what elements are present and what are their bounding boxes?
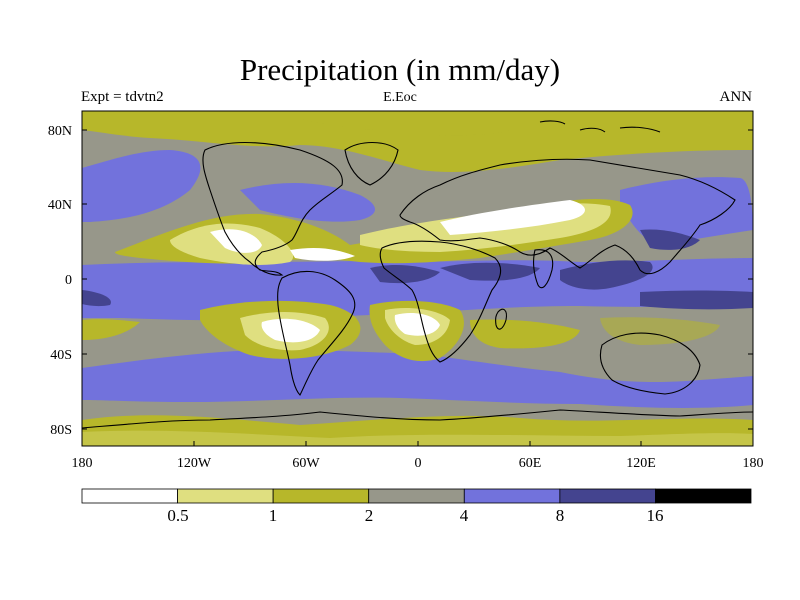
northwest-pacific-wet: [620, 177, 753, 245]
colorbar-level-label: 2: [365, 506, 374, 525]
eurasia-outline: [399, 158, 736, 275]
sahara-desert-core: [440, 200, 585, 235]
latitude-labels: 80N 40N 0 40S 80S: [48, 124, 72, 438]
colorbar-swatch: [655, 488, 752, 504]
south-atlantic-driest: [394, 313, 440, 336]
south-polar-dry-band: [82, 415, 753, 446]
colorbar-swatch: [272, 488, 370, 504]
lon-label: 120W: [177, 456, 212, 471]
lat-label: 80S: [50, 423, 72, 438]
colorbar-swatch: [463, 488, 561, 504]
lon-label: 180: [72, 456, 93, 471]
colorbar-swatch: [368, 488, 465, 504]
coastlines: [82, 120, 753, 429]
lon-label: 120E: [626, 456, 656, 471]
lat-label: 40S: [50, 348, 72, 363]
arctic-island-3: [619, 126, 661, 133]
lat-label: 0: [65, 273, 72, 288]
central-pacific-very-wet: [82, 290, 111, 307]
lon-label: 60W: [292, 456, 320, 471]
colorbar-level-label: 4: [460, 506, 469, 525]
experiment-label: Expt = tdvtn2: [81, 89, 164, 105]
north-america-outline: [202, 141, 343, 276]
map-title: Precipitation (in mm/day): [239, 52, 561, 87]
precipitation-field: [82, 111, 753, 446]
lon-label: 180: [743, 456, 764, 471]
case-label: E.Eoc: [383, 90, 417, 105]
southern-storm-track-wet: [82, 350, 753, 408]
atlantic-desert-core: [290, 247, 355, 261]
baja-desert-core: [210, 229, 262, 253]
north-pacific-wet: [82, 150, 201, 222]
south-america-outline: [277, 270, 356, 396]
longitude-labels: 180 120W 60W 0 60E 120E 180: [72, 456, 764, 471]
colorbar-level-label: 8: [556, 506, 565, 525]
colorbar-labels: 0.5 1 2 4 8 16: [167, 506, 663, 525]
australia-outline: [599, 332, 701, 395]
colorbar-level-label: 16: [647, 506, 664, 525]
north-atlantic-wet: [240, 183, 375, 222]
colorbar-swatch: [177, 488, 274, 504]
southeast-pacific-driest: [261, 318, 320, 343]
south-polar-edge: [82, 430, 753, 446]
colorbar-level-label: 1: [269, 506, 278, 525]
antarctica-outline: [82, 409, 753, 429]
north-polar-dry-band: [82, 111, 753, 172]
indian-ocean-very-wet: [440, 262, 540, 281]
lat-label: 80N: [48, 124, 72, 139]
madagascar-outline: [495, 308, 507, 330]
south-pacific-west-dry: [82, 319, 140, 340]
australia-region-dry: [600, 317, 720, 345]
lat-label: 40N: [48, 198, 72, 213]
colorbar-swatch: [559, 488, 656, 504]
colorbar-level-label: 0.5: [167, 506, 188, 525]
maritime-continent-very-wet: [560, 260, 653, 290]
india-outline: [533, 249, 554, 289]
arctic-island-2: [579, 127, 606, 133]
arctic-island-1: [539, 120, 566, 125]
south-pacific-convergence-wet: [640, 290, 753, 310]
colorbar: [81, 488, 752, 504]
colorbar-swatch: [81, 488, 178, 504]
tick-marks: [81, 129, 754, 446]
south-indian-dry: [470, 319, 580, 349]
lon-label: 60E: [519, 456, 542, 471]
season-label: ANN: [719, 89, 753, 105]
lon-label: 0: [415, 456, 422, 471]
greenland-outline: [344, 141, 399, 186]
congo-very-wet: [370, 265, 440, 284]
africa-outline: [379, 240, 502, 363]
arctic-dry-patch: [300, 111, 520, 136]
